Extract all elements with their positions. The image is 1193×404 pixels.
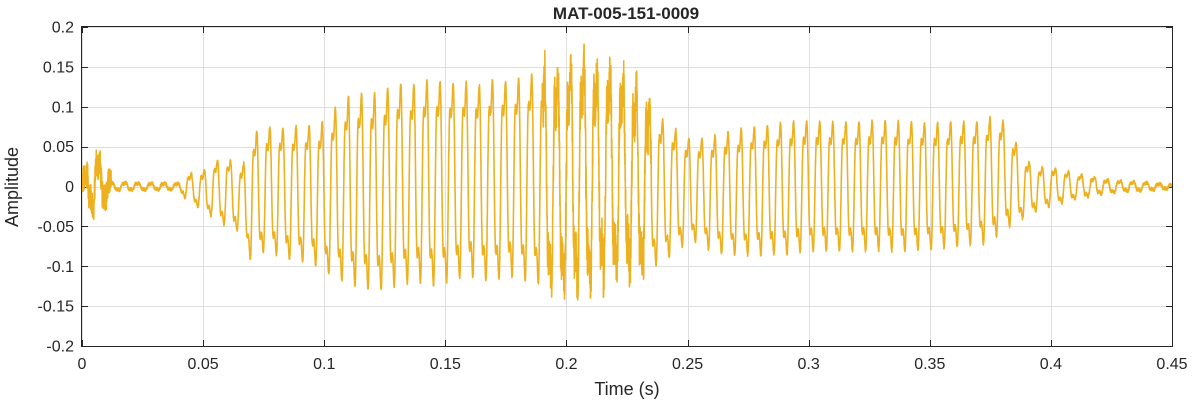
- x-tick-labels: 0 0.05 0.1 0.15 0.2 0.25 0.3 0.35 0.4 0.45: [78, 356, 1188, 373]
- y-tick-label: -0.05: [38, 219, 75, 236]
- y-tick-label: 0.15: [43, 59, 74, 76]
- y-tick-label: -0.15: [38, 299, 75, 316]
- x-tick-label: 0.4: [1040, 356, 1062, 373]
- y-tick-labels: -0.2 -0.15 -0.1 -0.05 0 0.05 0.1 0.15 0.2: [38, 20, 75, 356]
- y-tick-label: 0.1: [52, 99, 74, 116]
- x-tick-label: 0.05: [188, 356, 219, 373]
- chart-title: MAT-005-151-0009: [553, 4, 699, 23]
- x-tick-label: 0.45: [1156, 356, 1187, 373]
- x-tick-label: 0.35: [914, 356, 945, 373]
- y-axis-label: Amplitude: [2, 147, 22, 227]
- x-tick-label: 0: [78, 356, 87, 373]
- amplitude-waveform-line: [82, 43, 1172, 301]
- y-tick-label: -0.1: [46, 259, 74, 276]
- y-tick-label: 0.05: [43, 139, 74, 156]
- x-tick-label: 0.2: [555, 356, 577, 373]
- tick-marks: [82, 27, 1173, 347]
- x-tick-label: 0.1: [313, 356, 335, 373]
- y-tick-label: 0.2: [52, 20, 74, 37]
- x-axis-label: Time (s): [594, 379, 659, 399]
- x-tick-label: 0.15: [430, 356, 461, 373]
- x-tick-label: 0.3: [798, 356, 820, 373]
- plot-area-frame: [81, 26, 1173, 347]
- x-tick-label: 0.25: [672, 356, 703, 373]
- y-tick-label: 0: [65, 179, 74, 196]
- y-tick-label: -0.2: [46, 339, 74, 356]
